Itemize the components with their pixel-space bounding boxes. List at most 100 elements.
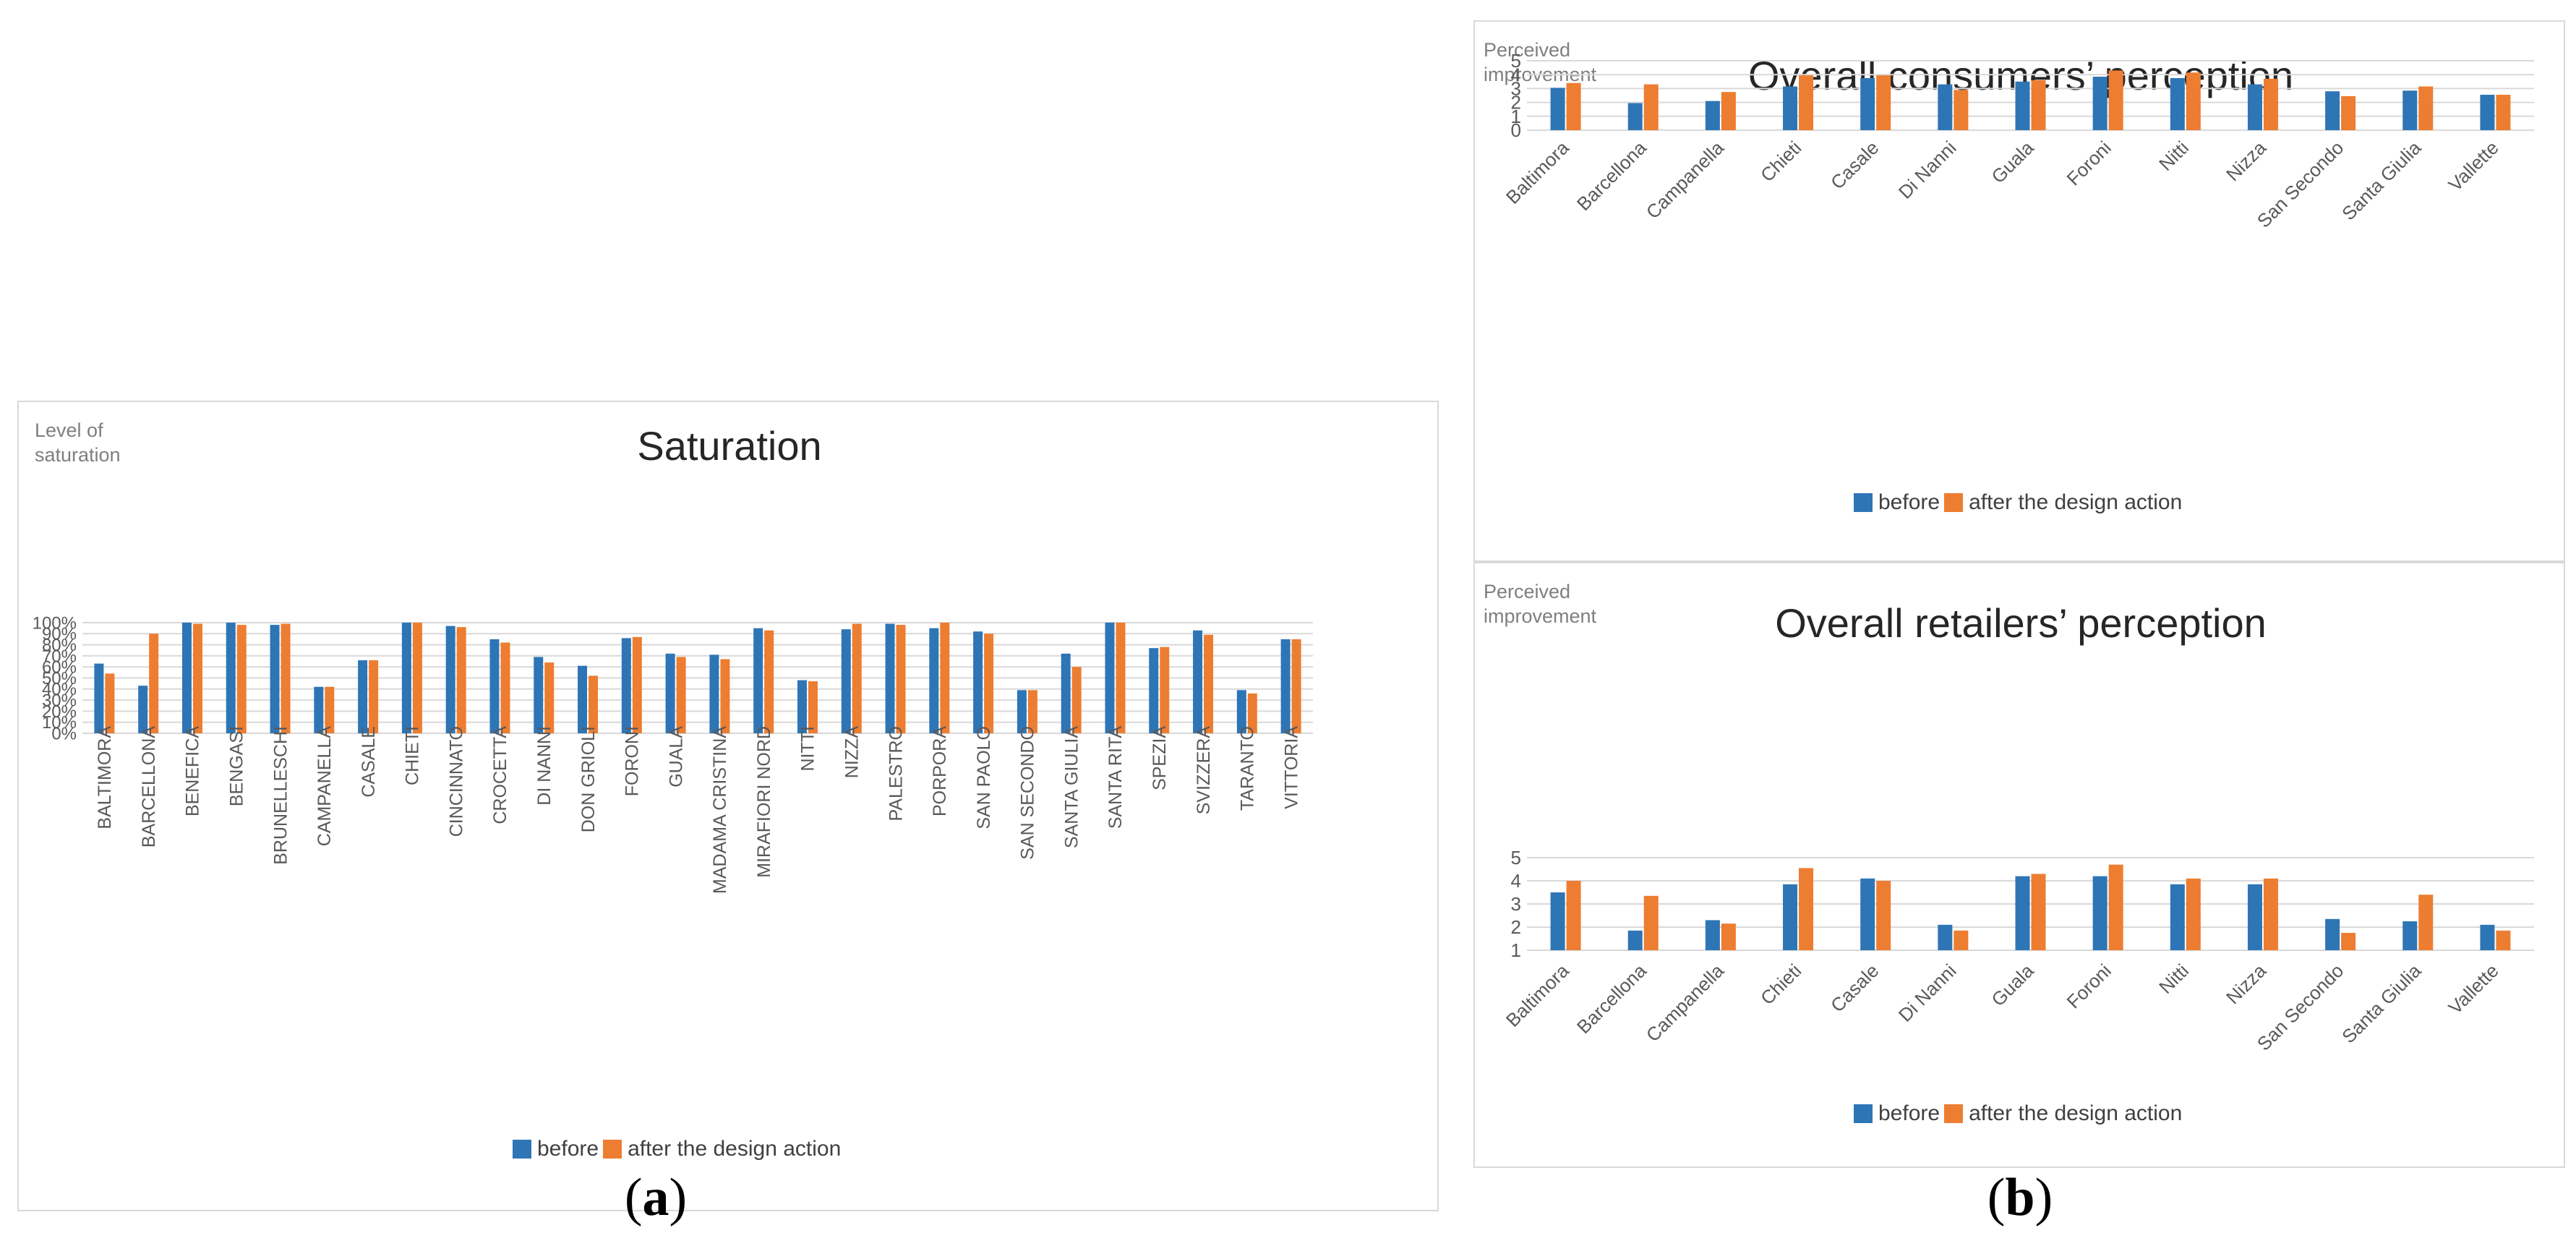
bar-before [489, 639, 500, 733]
bar-after [2031, 80, 2046, 130]
bar-before [1705, 101, 1720, 130]
bar-before [1280, 639, 1291, 733]
bar-before [753, 628, 763, 733]
category-label: NITTI [798, 726, 818, 772]
bar-after [808, 681, 818, 733]
category-label: Chieti [1756, 137, 1805, 186]
category-label: SANTA GIULIA [1061, 726, 1082, 848]
bar-before [181, 623, 192, 733]
y-tick-label: 5 [1511, 50, 1521, 72]
bar-after [236, 625, 247, 733]
y-tick-label: 1 [1511, 106, 1521, 127]
bar-before [1017, 690, 1027, 733]
bar-before [1783, 884, 1798, 950]
saturation-chart-title: Saturation [637, 423, 822, 469]
category-label: Baltimora [1502, 137, 1573, 208]
consumers-legend: before after the design action [1854, 490, 2186, 515]
category-label: SPEZIA [1150, 726, 1170, 790]
retailers-chart-panel: Perceived improvement Overall retailers’… [1473, 562, 2565, 1168]
category-label: Vallette [2444, 137, 2502, 195]
bar-after [500, 642, 510, 733]
bar-before [2092, 876, 2108, 950]
saturation-plot: 0%10%20%30%40%50%60%70%80%90%100% BALTIMO… [33, 613, 1313, 894]
bar-after [2496, 930, 2511, 950]
bar-before [401, 623, 411, 733]
bar-before [2480, 95, 2495, 130]
bar-after [1204, 634, 1214, 733]
y-tick-label: 30% [42, 691, 77, 711]
bar-before [2325, 918, 2340, 950]
bar-before [2402, 90, 2418, 130]
y-tick-label: 2 [1511, 92, 1521, 114]
bar-before [1860, 78, 1875, 130]
legend-before-swatch [513, 1140, 531, 1159]
category-label: Di Nanni [1894, 960, 1961, 1026]
category-label: BRUNELLESCHI [270, 726, 291, 865]
bar-before [138, 686, 148, 733]
bar-after [852, 623, 862, 733]
legend-after-swatch [603, 1140, 622, 1159]
category-label: Campanella [1642, 137, 1729, 223]
category-label: Di Nanni [1894, 137, 1961, 203]
bar-after [764, 630, 774, 733]
bar-before [2402, 921, 2418, 950]
y-tick-label: 100% [33, 613, 77, 633]
consumers-chart-panel: Perceived improvement Overall consumers’… [1473, 20, 2565, 562]
bar-before [929, 628, 939, 733]
category-label: NIZZA [842, 726, 863, 779]
legend-after-swatch [1944, 493, 1964, 512]
bar-after [2418, 86, 2434, 130]
bar-after [720, 659, 730, 733]
saturation-legend: before after the design action [513, 1137, 845, 1161]
retailers-legend: before after the design action [1854, 1101, 2186, 1126]
y-tick-label: 20% [42, 702, 77, 722]
subfigure-label-a: (a) [624, 1168, 688, 1227]
subfigure-letter-b: b [2005, 1168, 2035, 1227]
bar-before [94, 663, 104, 733]
y-tick-label: 10% [42, 713, 77, 733]
category-label: PORPORA [930, 726, 950, 816]
bar-after [1876, 75, 1891, 130]
bar-before [2092, 77, 2108, 130]
y-tick-label: 1 [1511, 939, 1521, 961]
bar-before [709, 654, 719, 733]
bar-after [1876, 881, 1891, 950]
bar-after [589, 675, 599, 733]
bar-after [149, 633, 159, 733]
bar-before [1550, 88, 1565, 130]
bar-before [973, 631, 983, 733]
bar-after [1291, 639, 1301, 733]
bar-before [2247, 884, 2262, 950]
category-label: CASALE [359, 726, 379, 798]
legend-after-swatch [1944, 1104, 1964, 1123]
category-label: Santa Giulia [2337, 137, 2426, 225]
category-label: Casale [1826, 137, 1883, 193]
bar-after [676, 657, 686, 733]
bar-before [1193, 630, 1203, 733]
y-tick-label: 0% [51, 724, 77, 743]
category-label: TARANTO [1238, 726, 1258, 811]
legend-before-label: before [537, 1137, 599, 1161]
category-label: Nitti [2154, 960, 2193, 998]
bar-after [940, 623, 950, 733]
legend-before-swatch [1854, 1104, 1873, 1123]
bar-after [456, 627, 466, 733]
category-label: Foroni [2063, 137, 2115, 189]
category-label: Nizza [2222, 960, 2271, 1009]
bar-before [578, 665, 588, 733]
retailers-chart-title: Overall retailers’ perception [1775, 600, 2267, 646]
bar-after [1566, 881, 1581, 950]
category-label: Campanella [1642, 960, 1729, 1046]
category-label: Nizza [2222, 137, 2271, 186]
bar-before [2170, 884, 2185, 950]
category-label: Guala [1987, 960, 2038, 1011]
category-label: Guala [1987, 137, 2038, 188]
bar-after [544, 662, 555, 733]
bar-after [2496, 95, 2511, 130]
bar-after [2263, 878, 2278, 950]
bar-after [2108, 70, 2123, 130]
category-label: Santa Giulia [2337, 960, 2426, 1048]
y-tick-label: 40% [42, 680, 77, 699]
category-label: FORONI [622, 726, 643, 796]
